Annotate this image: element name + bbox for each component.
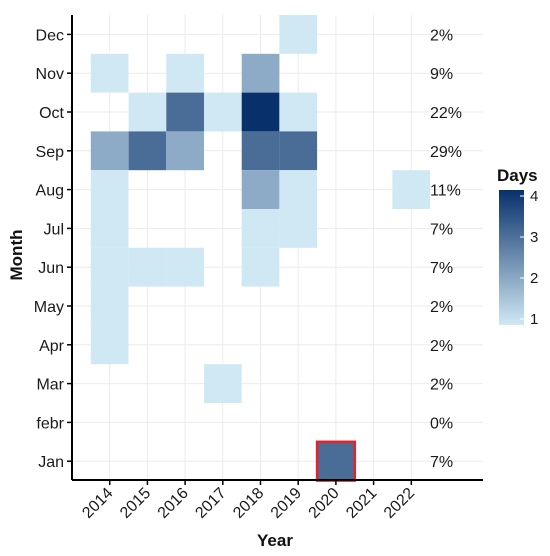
y-tick-label: Jan [38,454,64,471]
x-tick-label: 2019 [268,485,305,522]
x-tick-labels: 2014 2015 2016 2017 2018 2019 2020 2021 2022 [79,485,418,522]
heatmap-cell [241,170,280,209]
heatmap-cell-highlighted [315,440,357,482]
month-percentage-label: 0% [430,415,453,432]
x-tick-label: 2017 [192,485,229,522]
y-tick-label: Jun [38,260,64,277]
x-tick-label: 2016 [155,485,192,522]
legend-tick-label: 4 [530,188,538,205]
heatmap-cells [90,15,431,482]
heatmap-cell [279,92,318,132]
legend-ticks: 1 2 3 4 [520,188,538,328]
heatmap-cell [90,209,129,248]
heatmap-cell [128,92,167,132]
month-percentage-label: 29% [430,144,462,161]
heatmap-cell [166,92,204,132]
heatmap-cell [90,53,129,93]
x-axis-title: Year [257,531,293,550]
heatmap-cell [90,247,129,287]
x-tick-label: 2014 [79,485,116,522]
heatmap-cell [90,325,129,365]
heatmap-cell [166,131,204,171]
heatmap-cell [241,247,280,287]
legend-tick-label: 1 [530,311,538,328]
y-tick-label: May [34,299,64,316]
month-percentage-label: 7% [430,454,453,471]
month-percentage-labels: 2% 9% 22% 29% 11% 7% 7% 2% 2% 2% 0% 7% [430,27,462,471]
heatmap-cell [241,209,280,248]
legend: Days 1 2 3 4 [497,166,538,328]
y-tick-label: Sep [36,144,65,161]
month-percentage-label: 9% [430,66,453,83]
legend-title: Days [497,166,538,185]
axes [67,15,483,485]
heatmap-cell [241,131,280,171]
legend-tick-label: 2 [530,270,538,287]
heatmap-cell [279,170,318,209]
y-tick-label: Aug [36,183,64,200]
month-percentage-label: 11% [430,183,461,200]
y-tick-label: Oct [39,105,64,122]
y-tick-label: Dec [36,27,64,44]
month-percentage-label: 2% [430,338,453,355]
heatmap-cell [90,286,129,326]
heatmap-cell [241,92,280,132]
y-tick-label: Nov [36,66,64,83]
heatmap-cell [128,131,167,171]
heatmap-cell [166,247,204,287]
heatmap-cell [204,364,242,403]
y-tick-label: Mar [36,377,64,394]
y-tick-label: Jul [44,221,64,238]
month-percentage-label: 2% [430,299,453,316]
x-tick-label: 2018 [230,485,267,522]
heatmap-cell [279,209,318,248]
heatmap-cell [90,131,129,171]
x-tick-label: 2015 [117,485,154,522]
heatmap-cell [241,53,280,93]
heatmap-cell [392,170,431,209]
heatmap-cell [90,170,129,209]
month-percentage-label: 7% [430,260,453,277]
y-axis-title: Month [7,230,26,281]
month-percentage-label: 7% [430,221,453,238]
heatmap-cell [128,247,167,287]
y-tick-label: febr [36,415,64,432]
heatmap-cell [279,15,318,54]
y-tick-labels: Dec Nov Oct Sep Aug Jul Jun May Apr Mar febr Jan [34,27,65,471]
legend-tick-label: 3 [530,229,538,246]
heatmap-cell [279,131,318,171]
month-percentage-label: 22% [430,105,462,122]
x-tick-label: 2020 [306,485,343,522]
y-tick-label: Apr [39,338,65,355]
x-tick-label: 2022 [381,485,418,522]
heatmap-cell [166,53,204,93]
legend-colorbar [499,190,524,325]
heatmap-cell [204,92,242,132]
month-percentage-label: 2% [430,377,453,394]
month-percentage-label: 2% [430,27,453,44]
x-tick-label: 2021 [343,485,380,522]
